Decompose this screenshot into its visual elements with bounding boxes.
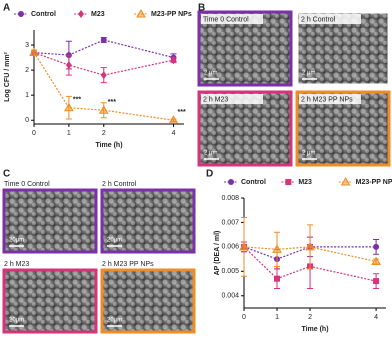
x-tick-label: 0 [242,314,246,321]
legend-label: M23 [298,179,312,186]
scale-label: 2 μm [204,151,217,157]
marker [285,179,292,185]
scale-label: 2 μm [302,151,315,157]
marker [29,47,39,57]
marker [100,71,107,80]
legend-label: M23 [91,11,105,18]
marker [78,10,84,18]
marker [136,8,146,18]
panel-label: A [3,3,10,14]
series-line [243,246,377,260]
legend-label: M23-PP NPs [151,11,192,18]
panel-label: B [198,3,205,14]
marker [64,102,74,112]
micrograph [295,10,391,87]
y-tick-label: 0.007 [221,219,239,226]
x-tick-label: 1 [67,130,71,137]
series-line [243,246,377,263]
y-tick-label: 0 [25,117,29,124]
x-tick-label: 4 [172,130,176,137]
marker [373,278,380,285]
marker [18,11,24,17]
x-axis-label: Time (h) [301,326,328,333]
label-bg [299,14,361,24]
image-label: 2 h M23 [203,96,228,103]
scale-label: 2 μm [204,71,217,77]
legend-label: Control [31,11,56,18]
y-tick-label: 2 [25,67,29,74]
label-bg [201,14,263,24]
micrograph [197,90,293,167]
marker [65,61,72,70]
annotation: *** [73,97,81,104]
marker [371,256,381,266]
marker [239,241,249,251]
scale-label: 2 μm [302,71,315,77]
image-label: 2 h M23 PP NPs [102,261,154,268]
annotation: *** [178,109,186,116]
y-tick-label: 0.006 [221,244,239,251]
series-line [33,51,174,76]
micrograph [295,90,391,167]
image-label: 2 h M23 PP NPs [301,96,353,103]
scale-label: 20μm [9,238,24,244]
x-tick-label: 2 [308,314,312,321]
panel-label: C [3,169,10,180]
micrograph [100,188,196,254]
marker [274,275,281,282]
marker [170,56,177,65]
y-tick-label: 3 [25,42,29,49]
image-label: 2 h Control [301,16,336,23]
scale-label: 20μm [107,238,122,244]
x-tick-label: 1 [275,314,279,321]
series-line [243,246,377,282]
y-axis-label: Log CFU / mm² [4,51,11,101]
series-line [33,52,174,121]
marker [373,243,380,250]
x-tick-label: 2 [102,130,106,137]
image-label: 2 h Control [102,181,137,188]
x-axis-label: Time (h) [95,142,122,149]
series-line [33,39,174,59]
y-tick-label: 0.005 [221,268,239,275]
image-label: 2 h M23 [4,261,29,268]
scale-label: 20μm [107,318,122,324]
micrograph [2,188,98,254]
x-tick-label: 0 [32,130,36,137]
y-axis-label: AP (DEA / ml) [214,231,221,276]
label-bg [299,94,361,104]
scale-label: 20μm [9,318,24,324]
marker [168,115,179,124]
micrograph [100,268,196,334]
marker [100,37,107,44]
marker [340,176,351,186]
y-tick-label: 0.004 [221,293,239,300]
micrograph [2,268,98,334]
y-tick-label: 1 [25,92,29,99]
micrograph [197,10,293,87]
marker [305,241,315,251]
marker [272,244,282,253]
image-label: Time 0 Control [4,181,50,188]
legend-label: M23-PP NPs [356,179,392,186]
legend-label: Control [241,179,266,186]
marker [98,105,109,114]
x-tick-label: 4 [374,314,378,321]
annotation: *** [108,99,116,106]
label-bg [201,94,263,104]
panel-label: D [206,169,213,180]
marker [228,179,234,185]
image-label: Time 0 Control [203,16,249,23]
y-tick-label: 0.008 [221,195,239,202]
